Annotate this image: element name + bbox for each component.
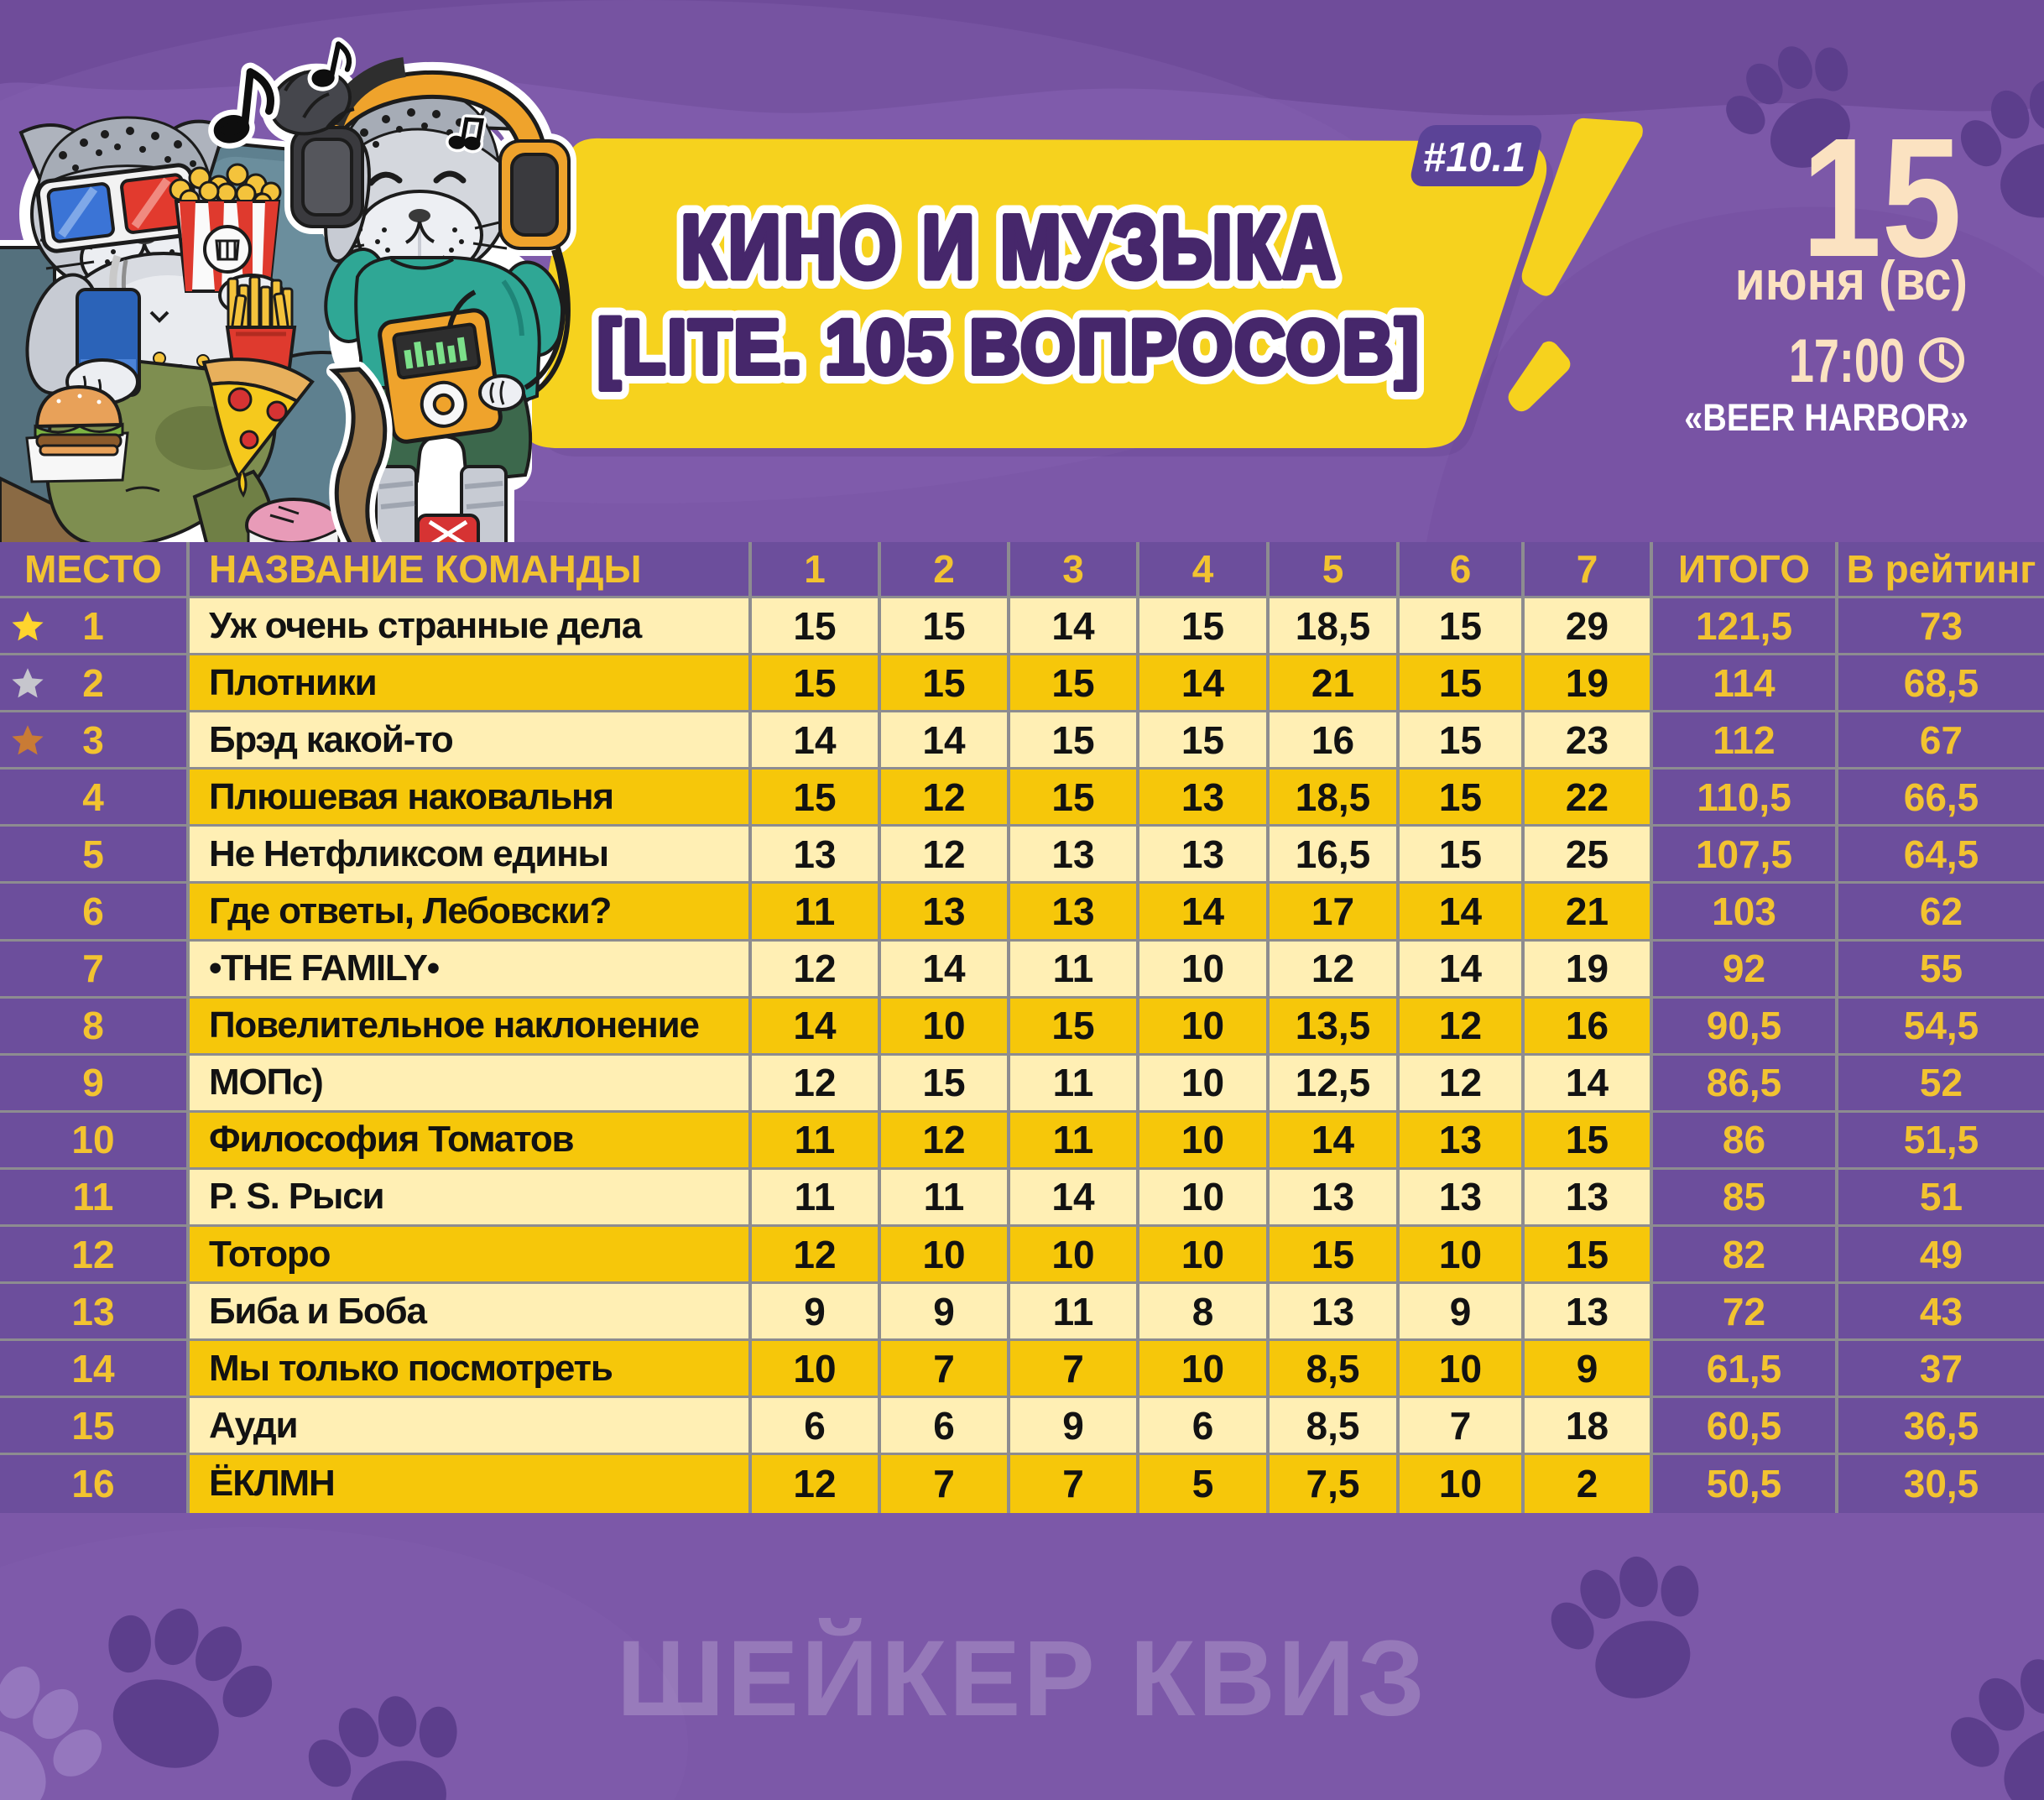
- svg-text:#10.1: #10.1: [1423, 135, 1526, 180]
- svg-text:[LITE. 105 ВОПРОСОВ]: [LITE. 105 ВОПРОСОВ]: [597, 304, 1421, 390]
- svg-text:15: 15: [1802, 102, 1962, 292]
- svg-text:ШЕЙКЕР КВИЗ: ШЕЙКЕР КВИЗ: [617, 1618, 1427, 1739]
- svg-text:[LITE. 105 ВОПРОСОВ]: [LITE. 105 ВОПРОСОВ]: [597, 304, 1421, 390]
- svg-text:июня (вс): июня (вс): [1735, 251, 1968, 312]
- svg-text:КИНО И МУЗЫКА: КИНО И МУЗЫКА: [680, 197, 1337, 297]
- svg-text:«BEER HARBOR»: «BEER HARBOR»: [1684, 397, 1968, 439]
- svg-text:17:00: 17:00: [1789, 326, 1905, 395]
- svg-text:КИНО И МУЗЫКА: КИНО И МУЗЫКА: [680, 197, 1337, 297]
